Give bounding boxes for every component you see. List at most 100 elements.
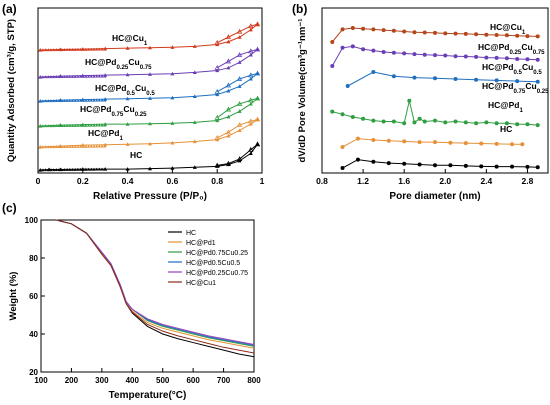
plot-frame-c (40, 219, 255, 373)
series-label-b: HC@Pd0.25Cu0.75 (478, 42, 545, 56)
point-marker-a (41, 168, 45, 172)
point-marker-a (236, 52, 243, 57)
point-marker-a (80, 47, 85, 51)
legend-label-c: HC@Pd0.5Cu0.5 (186, 260, 240, 267)
point-marker-a (44, 75, 48, 79)
x-tick-label-c: 400 (126, 376, 140, 385)
legend-label-c: HC@Pd0.75Cu0.25 (186, 250, 248, 257)
series-line-c (56, 219, 255, 349)
point-marker-a (49, 99, 53, 103)
series-label-b: HC (500, 124, 512, 134)
series-label-a: HC@Pd0.25Cu0.75 (85, 57, 152, 71)
x-tick-label-b: 2.0 (439, 176, 451, 186)
point-marker-a (52, 124, 56, 128)
point-marker-b (371, 48, 376, 53)
point-marker-a (62, 75, 67, 78)
point-marker-a (46, 145, 50, 149)
point-marker-a (125, 96, 130, 101)
chart-b: 0.8 1.2 1.6 2.0 2.4 2.8 Pore diameter (nm) dV/d… (297, 7, 549, 202)
point-marker-a (97, 98, 101, 102)
point-marker-a (84, 167, 88, 171)
point-marker-a (92, 144, 96, 148)
point-marker-a (70, 74, 75, 78)
point-marker-a (226, 39, 231, 44)
point-marker-b (515, 122, 520, 127)
point-marker-a (38, 124, 43, 128)
y-axis-label-c: Weight (%) (8, 272, 19, 321)
point-marker-b (391, 50, 396, 55)
point-marker-b (453, 31, 458, 36)
point-marker-b (515, 79, 520, 84)
point-marker-a (248, 101, 253, 106)
point-marker-a (97, 47, 101, 51)
point-marker-b (412, 75, 417, 80)
chart-a: 0 0.2 0.4 0.6 0.8 1 Relative Pressure (P/P₀) Qu… (6, 7, 265, 202)
point-marker-a (65, 75, 69, 78)
y-tick-label-c: 40 (29, 330, 38, 339)
point-marker-b (371, 159, 376, 164)
point-marker-a (76, 98, 80, 102)
point-marker-a (125, 122, 130, 126)
series-label-b: HC@Pd1 (488, 100, 523, 114)
series-label-b: HC@Pd0.5Cu0.5 (482, 62, 542, 76)
point-marker-b (494, 141, 499, 146)
series-label-a: HC@Pd1 (88, 128, 123, 142)
point-marker-a (237, 109, 242, 113)
x-tick-label-a: 0.8 (211, 176, 223, 186)
x-tick-label-c: 200 (65, 376, 79, 385)
x-tick-label-c: 800 (247, 376, 261, 385)
point-marker-b (422, 119, 427, 124)
point-marker-b (484, 120, 489, 125)
point-marker-a (41, 124, 45, 128)
point-marker-b (494, 121, 499, 126)
point-marker-a (192, 120, 197, 124)
point-marker-a (125, 142, 130, 146)
point-marker-a (44, 168, 48, 172)
point-marker-b (371, 70, 376, 74)
point-marker-a (52, 99, 56, 103)
point-marker-a (84, 74, 88, 78)
point-marker-a (52, 145, 56, 149)
series-line-a (40, 143, 258, 171)
point-marker-a (192, 165, 197, 169)
point-marker-a (87, 98, 91, 102)
y-tick-label-c: 20 (29, 368, 38, 377)
point-marker-a (62, 48, 67, 51)
point-marker-b (433, 76, 437, 81)
point-marker-a (58, 74, 63, 78)
point-marker-a (97, 167, 101, 171)
point-marker-a (148, 141, 152, 146)
point-marker-a (95, 144, 99, 148)
panel-label-a: (a) (2, 2, 17, 16)
point-marker-a (84, 47, 88, 51)
x-tick-label-a: 0.4 (122, 176, 134, 186)
point-marker-a (97, 144, 101, 148)
point-marker-b (391, 28, 396, 33)
point-marker-b (443, 120, 448, 125)
point-marker-b (422, 30, 427, 35)
point-marker-b (535, 57, 540, 62)
point-marker-a (100, 47, 104, 51)
point-marker-b (474, 54, 479, 59)
point-marker-a (236, 156, 243, 161)
point-marker-a (70, 123, 75, 127)
point-marker-a (87, 123, 91, 127)
series-label-b: HC@Cu1 (490, 22, 526, 36)
point-marker-b (448, 163, 453, 168)
point-marker-a (41, 145, 45, 149)
point-marker-b (381, 50, 386, 54)
point-marker-a (87, 74, 91, 78)
point-marker-b (504, 56, 509, 61)
point-marker-a (192, 70, 197, 74)
point-marker-b (515, 57, 520, 61)
point-marker-a (73, 98, 77, 102)
point-marker-a (38, 75, 43, 79)
point-marker-a (46, 99, 50, 103)
point-marker-a (76, 74, 80, 78)
point-marker-a (70, 47, 75, 51)
point-marker-b (525, 34, 530, 39)
point-marker-b (340, 166, 345, 170)
point-marker-b (330, 40, 335, 44)
point-marker-a (237, 128, 242, 133)
